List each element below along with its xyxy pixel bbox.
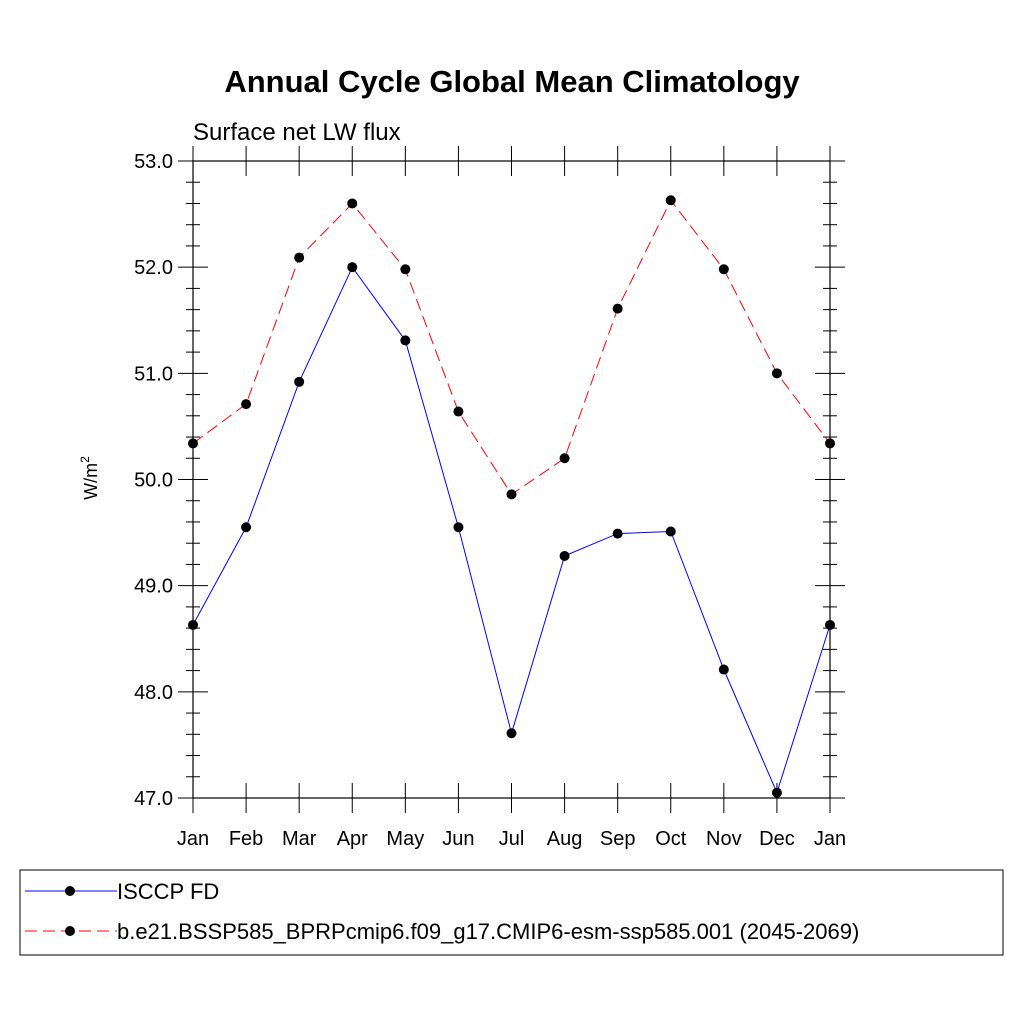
y-axis-label-superscript: 2 xyxy=(78,456,92,463)
x-tick-label: May xyxy=(386,828,424,850)
series-2-point xyxy=(188,438,198,449)
y-tick-label: 48.0 xyxy=(134,682,173,704)
y-tick-label: 52.0 xyxy=(134,257,173,279)
legend-box xyxy=(19,869,1004,956)
series-1-point xyxy=(241,522,252,533)
series-2-point xyxy=(347,198,358,209)
legend-label-2: b.e21.BSSP585_BPRPcmip6.f09_g17.CMIP6-es… xyxy=(117,919,859,944)
axis-ticks xyxy=(178,146,845,813)
x-tick-label: Apr xyxy=(337,828,368,850)
x-tick-label: Nov xyxy=(706,828,742,850)
y-axis-label: W/m2 xyxy=(78,456,101,500)
x-tick-label: Jul xyxy=(499,828,525,850)
series-2-point xyxy=(400,264,411,275)
chart-subtitle: Surface net LW flux xyxy=(193,119,401,146)
series-2-point xyxy=(612,303,623,314)
legend: ISCCP FD b.e21.BSSP585_BPRPcmip6.f09_g17.… xyxy=(25,879,859,944)
series-2-point xyxy=(771,368,782,379)
legend-marker-2 xyxy=(65,926,75,936)
x-tick-label: Aug xyxy=(547,828,583,850)
y-tick-label: 53.0 xyxy=(134,151,173,173)
series-1-point xyxy=(771,787,782,798)
x-tick-label: Dec xyxy=(759,828,795,850)
x-tick-label: Jan xyxy=(814,828,846,850)
legend-marker-1 xyxy=(65,886,75,896)
x-tick-label: Mar xyxy=(282,828,317,850)
plot-frame xyxy=(192,160,831,799)
series-2-point xyxy=(453,406,464,417)
svg-text:W/m2: W/m2 xyxy=(78,456,101,500)
series-2-point xyxy=(825,438,835,449)
series-2-point xyxy=(665,195,676,206)
series-2-point xyxy=(241,399,252,410)
series-1-point xyxy=(825,619,835,630)
series-1-point xyxy=(294,376,305,387)
x-tick-label: Sep xyxy=(600,828,636,850)
series-1-point xyxy=(453,522,464,533)
x-tick-label: Jan xyxy=(177,828,209,850)
series-1-point xyxy=(347,262,358,273)
x-tick-label: Oct xyxy=(655,828,687,850)
series-2-point xyxy=(559,453,570,464)
series-line-1 xyxy=(192,266,831,795)
series-1-point xyxy=(188,619,198,630)
y-tick-label: 50.0 xyxy=(134,470,173,492)
series-1-point xyxy=(559,550,570,561)
series-2-point xyxy=(718,264,729,275)
series-2-point xyxy=(506,489,517,500)
y-axis-label-text: W/m xyxy=(81,463,101,500)
x-tick-label: Feb xyxy=(229,828,263,850)
series-1-point xyxy=(400,335,411,346)
chart-title: Annual Cycle Global Mean Climatology xyxy=(224,64,800,99)
y-tick-label: 49.0 xyxy=(134,576,173,598)
series-line-2 xyxy=(192,199,831,496)
y-tick-labels: 47.0 48.0 49.0 50.0 51.0 52.0 53.0 xyxy=(134,151,173,810)
series-layer xyxy=(188,195,835,798)
y-tick-label: 47.0 xyxy=(134,788,173,810)
legend-label-1: ISCCP FD xyxy=(117,879,219,904)
series-2-point xyxy=(294,252,305,263)
series-1-point xyxy=(612,528,623,539)
series-1-point xyxy=(665,526,676,537)
series-1-point xyxy=(506,728,517,739)
y-tick-label: 51.0 xyxy=(134,363,173,385)
series-1-point xyxy=(718,664,729,675)
x-tick-label: Jun xyxy=(442,828,474,850)
x-tick-labels: Jan Feb Mar Apr May Jun Jul Aug Sep Oct Nov Dec Jan xyxy=(177,828,846,850)
